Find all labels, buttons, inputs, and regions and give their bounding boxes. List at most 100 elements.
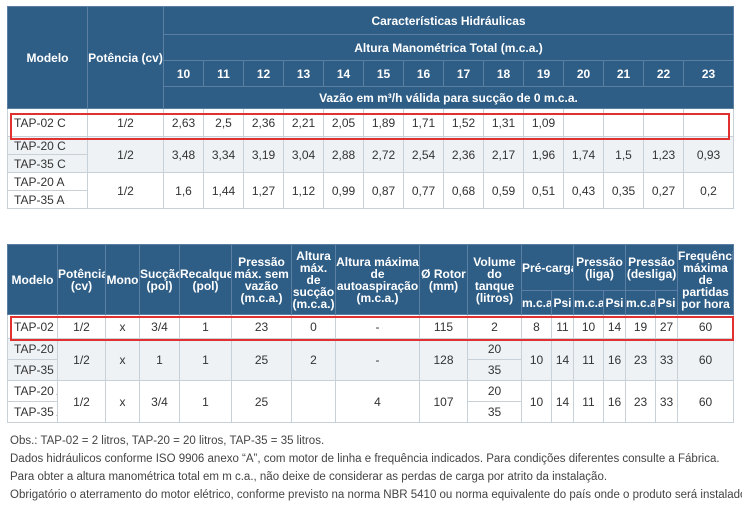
desliga-psi-cell: 27 bbox=[655, 314, 679, 339]
height-header: 21 bbox=[603, 60, 644, 87]
mono-cell: x bbox=[105, 314, 140, 339]
flow-value-cell: 0,87 bbox=[363, 172, 404, 209]
table-row: TAP-02 C 1/2 2,63 2,5 2,36 2,21 2,05 1,89 1,71 1,… bbox=[7, 108, 734, 137]
model-cell: TAP-35 A bbox=[7, 190, 88, 209]
desliga-psi-cell: 33 bbox=[655, 380, 679, 423]
note-line: Dados hidráulicos conforme ISO 9906 anex… bbox=[10, 453, 720, 465]
flow-value-cell: 1,89 bbox=[363, 108, 404, 137]
flow-value-cell: 0,2 bbox=[683, 172, 734, 209]
liga-mca-cell: 10 bbox=[573, 314, 604, 339]
col-header-altura-max: Altura máx. de sucção (m.c.a.) bbox=[291, 244, 336, 315]
col-header-rotor: Ø Rotor (mm) bbox=[419, 244, 468, 315]
flow-value-cell: 0,27 bbox=[643, 172, 684, 209]
notes-section: Obs.: TAP-02 = 2 litros, TAP-20 = 20 lit… bbox=[10, 432, 742, 504]
col-header-recalque: Recalque (pol) bbox=[179, 244, 232, 315]
flow-value-cell: 3,19 bbox=[243, 136, 284, 173]
flow-value-cell: 1,27 bbox=[243, 172, 284, 209]
col-header-mca: m.c.a bbox=[573, 290, 604, 315]
flow-value-cell: 1,52 bbox=[443, 108, 484, 137]
flow-value-cell: 2,88 bbox=[323, 136, 364, 173]
flow-value-cell: 2,5 bbox=[203, 108, 244, 137]
flow-value-cell: 0,99 bbox=[323, 172, 364, 209]
flow-value-cell: 2,17 bbox=[483, 136, 524, 173]
model-cell: TAP-35 C bbox=[7, 154, 88, 173]
liga-psi-cell: 14 bbox=[602, 314, 627, 339]
flow-value-cell bbox=[563, 108, 604, 137]
flow-value-cell bbox=[683, 108, 734, 137]
liga-psi-cell: 16 bbox=[602, 338, 627, 381]
height-header: 12 bbox=[243, 60, 284, 87]
flow-value-cell: 1,09 bbox=[523, 108, 564, 137]
precarga-psi-cell: 14 bbox=[551, 380, 574, 423]
col-header-potencia: Potência (cv) bbox=[57, 244, 106, 315]
col-header-mca: m.c.a bbox=[625, 290, 657, 315]
model-cell: TAP-35 C bbox=[7, 359, 58, 381]
note-line: Obs.: TAP-02 = 2 litros, TAP-20 = 20 lit… bbox=[10, 435, 325, 447]
col-header-modelo: Modelo bbox=[7, 244, 58, 315]
col-header-psi: Psi bbox=[602, 290, 627, 315]
col-header-succao: Sucção (pol) bbox=[139, 244, 180, 315]
col-header-frequencia: Frequência máxima de partidas por hora bbox=[677, 244, 735, 315]
desliga-mca-cell: 23 bbox=[625, 338, 657, 381]
col-header-potencia: Potência (cv) bbox=[87, 6, 164, 109]
col-header-precarga: Pré-carga bbox=[521, 244, 574, 291]
flow-value-cell: 1,96 bbox=[523, 136, 564, 173]
col-header-pressao-max: Pressão máx. sem vazão (m.c.a.) bbox=[231, 244, 292, 315]
height-header: 17 bbox=[443, 60, 484, 87]
flow-value-cell: 1,23 bbox=[643, 136, 684, 173]
liga-mca-cell: 11 bbox=[573, 338, 604, 381]
volume-cell: 35 bbox=[467, 359, 522, 381]
precarga-mca-cell: 8 bbox=[521, 314, 552, 339]
model-cell: TAP-20 A bbox=[7, 380, 58, 402]
liga-mca-cell: 11 bbox=[573, 380, 604, 423]
height-header: 19 bbox=[523, 60, 564, 87]
note-line: Obrigatório o aterramento do motor elétr… bbox=[10, 489, 742, 501]
precarga-mca-cell: 10 bbox=[521, 338, 552, 381]
autoaspiracao-cell: - bbox=[335, 338, 420, 381]
table-row: TAP-20 C 1/2 3,48 3,34 3,19 3,04 2,88 2,72 2,54 2… bbox=[7, 136, 734, 173]
model-cell: TAP-02 C bbox=[7, 314, 58, 339]
flow-value-cell: 2,63 bbox=[163, 108, 204, 137]
frequencia-cell: 60 bbox=[677, 338, 735, 381]
flow-value-cell: 2,36 bbox=[243, 108, 284, 137]
flow-value-cell: 1,6 bbox=[163, 172, 204, 209]
flow-value-cell: 0,43 bbox=[563, 172, 604, 209]
precarga-psi-cell: 11 bbox=[551, 314, 574, 339]
col-header-pressao-desliga: Pressão (desliga) bbox=[625, 244, 679, 291]
flow-note-header: Vazão em m³/h válida para sucção de 0 m.… bbox=[163, 86, 734, 109]
autoaspiracao-cell: 4 bbox=[335, 380, 420, 423]
recalque-cell: 1 bbox=[179, 380, 232, 423]
flow-value-cell: 1,44 bbox=[203, 172, 244, 209]
recalque-cell: 1 bbox=[179, 338, 232, 381]
subgroup-header-height: Altura Manométrica Total (m.c.a.) bbox=[163, 34, 734, 61]
pressao-cell: 25 bbox=[231, 338, 292, 381]
col-header-pressao-liga: Pressão (liga) bbox=[572, 244, 627, 291]
rotor-cell: 115 bbox=[419, 314, 468, 339]
flow-value-cell: 0,68 bbox=[443, 172, 484, 209]
model-cell: TAP-35 A bbox=[7, 401, 58, 423]
pressao-cell: 25 bbox=[231, 380, 292, 423]
model-cell: TAP-20 C bbox=[7, 136, 88, 155]
note-line: Para obter a altura manométrica total em… bbox=[10, 471, 608, 483]
height-header: 10 bbox=[163, 60, 204, 87]
flow-value-cell bbox=[643, 108, 684, 137]
flow-value-cell: 1,31 bbox=[483, 108, 524, 137]
mono-cell: x bbox=[105, 338, 140, 381]
model-cell: TAP-02 C bbox=[7, 108, 88, 137]
flow-value-cell: 0,93 bbox=[683, 136, 734, 173]
flow-value-cell: 2,21 bbox=[283, 108, 324, 137]
flow-value-cell: 3,34 bbox=[203, 136, 244, 173]
flow-value-cell: 0,59 bbox=[483, 172, 524, 209]
succao-cell: 3/4 bbox=[139, 314, 180, 339]
table-row: TAP-35 C 35 bbox=[7, 359, 734, 381]
altura-cell bbox=[291, 380, 336, 423]
height-header: 20 bbox=[563, 60, 604, 87]
pressao-cell: 23 bbox=[231, 314, 292, 339]
volume-cell: 20 bbox=[467, 338, 522, 360]
height-header: 18 bbox=[483, 60, 524, 87]
frequencia-cell: 60 bbox=[677, 380, 735, 423]
height-header: 15 bbox=[363, 60, 404, 87]
